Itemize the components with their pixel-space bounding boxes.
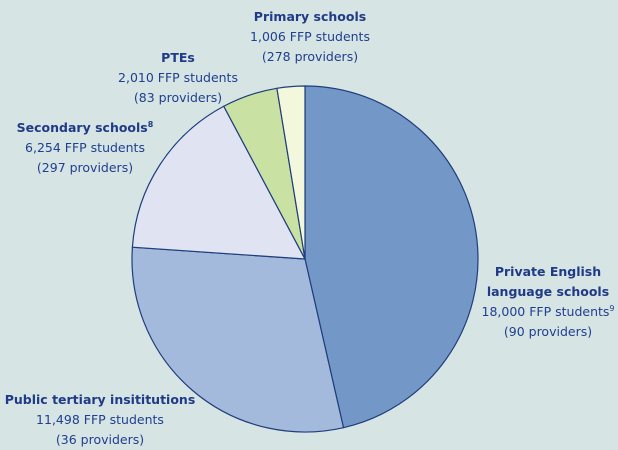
label-line: 11,498 FFP students	[5, 410, 196, 430]
slice-label: PTEs 2,010 FFP students (83 providers)	[118, 48, 238, 108]
provider-label: (278 providers)	[261, 49, 359, 64]
label-line: 1,006 FFP students	[250, 27, 370, 47]
pie-slice	[304, 85, 479, 429]
label-line: 2,010 FFP students	[118, 68, 238, 88]
category-name: Primary schools	[253, 9, 367, 24]
slice-label: Secondary schools8 6,254 FFP students (297…	[17, 118, 154, 178]
label-line: (90 providers)	[478, 322, 618, 342]
value-label: 6,254 FFP students	[25, 140, 145, 155]
pie-slice	[276, 85, 306, 260]
value-label: 2,010 FFP students	[118, 70, 238, 85]
slice-label: Public tertiary insititutions 11,498 FFP …	[5, 390, 196, 450]
value-label: 1,006 FFP students	[250, 29, 370, 44]
label-line: (36 providers)	[5, 430, 196, 450]
value-label: 18,000 FFP students	[481, 304, 610, 319]
label-line: (297 providers)	[17, 158, 154, 178]
value-label: 11,498 FFP students	[36, 412, 164, 427]
label-line: Primary schools	[250, 7, 370, 27]
label-line: Public tertiary insititutions	[5, 390, 196, 410]
slice-label: Primary schools 1,006 FFP students (278 pr…	[250, 7, 370, 67]
pie-slice	[131, 105, 307, 260]
slice-label: Private English language schools 18,000 F…	[478, 262, 618, 342]
footnote-marker: 8	[147, 119, 154, 129]
provider-label: (90 providers)	[503, 324, 593, 339]
label-line: (83 providers)	[118, 88, 238, 108]
label-line: PTEs	[118, 48, 238, 68]
category-name: Public tertiary insititutions	[4, 392, 196, 407]
provider-label: (83 providers)	[133, 90, 223, 105]
category-name: PTEs	[161, 50, 195, 65]
provider-label: (297 providers)	[36, 160, 134, 175]
label-line: Private English language schools	[478, 262, 618, 302]
provider-label: (36 providers)	[55, 432, 145, 447]
label-line: 6,254 FFP students	[17, 138, 154, 158]
label-line: 18,000 FFP students9	[478, 302, 618, 322]
pie-slice	[131, 246, 345, 433]
category-name: Private English language schools	[486, 264, 610, 299]
label-line: Secondary schools8	[17, 118, 154, 138]
footnote-marker: 9	[609, 303, 615, 313]
category-name: Secondary schools	[16, 120, 148, 135]
label-line: (278 providers)	[250, 47, 370, 67]
